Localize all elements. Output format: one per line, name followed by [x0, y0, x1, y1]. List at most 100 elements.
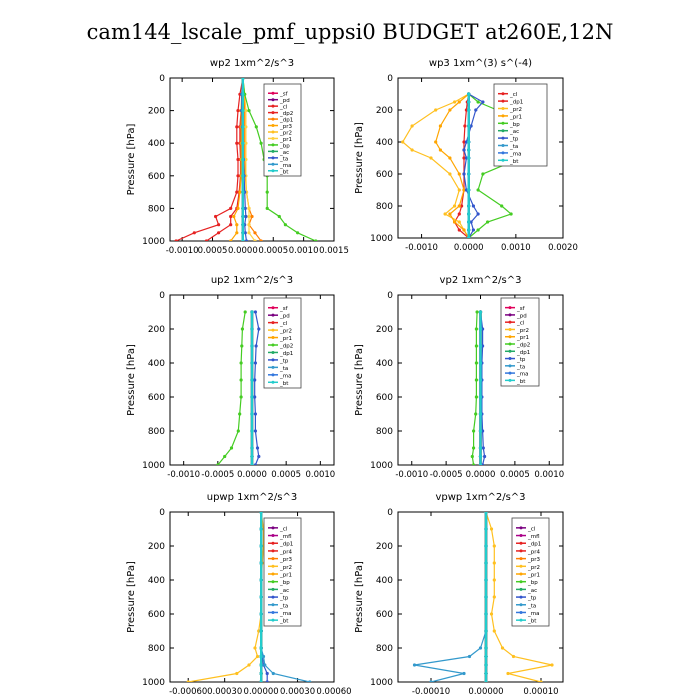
legend-marker: [271, 534, 275, 538]
y-tick-label: 1000: [370, 678, 393, 688]
data-point: [471, 204, 475, 208]
data-point: [250, 446, 254, 450]
data-point: [250, 395, 254, 399]
data-point: [259, 680, 263, 682]
series-group: [216, 310, 261, 465]
data-point: [476, 100, 480, 104]
series-line-pr2: [188, 512, 265, 682]
y-tick-label: 800: [148, 204, 165, 214]
y-tick-label: 200: [376, 325, 393, 335]
data-point: [476, 212, 480, 216]
data-point: [472, 446, 476, 450]
data-point: [457, 188, 461, 192]
chart-panel-1: wp2 1xm^2/s^3 Pressure [hPa] 0 200 400 600 800…: [126, 58, 349, 256]
legend-label: _ta: [509, 144, 518, 150]
data-point: [257, 454, 261, 459]
series-group: [186, 512, 312, 682]
legend-label: _ma: [279, 163, 291, 169]
chart-panel-6: vpwp 1xm^2/s^3 Pressure [hPa] 0 200 400 600 80…: [354, 492, 564, 697]
y-tick-label: 1000: [142, 678, 165, 688]
y-tick-label: 0: [159, 74, 165, 84]
data-point: [250, 412, 254, 416]
y-tick-label: 1000: [142, 237, 165, 247]
y-tick-label: 1000: [370, 234, 393, 244]
x-tick-label: -0.0010: [167, 470, 200, 480]
y-tick-label: 600: [148, 610, 165, 620]
legend-marker: [271, 306, 275, 310]
legend-label: _bp: [509, 122, 520, 128]
y-tick-label: 200: [376, 106, 393, 116]
legend-label: _bt: [509, 159, 519, 165]
legend-marker: [501, 136, 505, 140]
data-point: [471, 228, 475, 232]
data-point: [429, 680, 433, 682]
data-point: [271, 671, 275, 676]
data-point: [229, 223, 233, 227]
legend-label: _mfl: [279, 534, 292, 540]
data-point: [484, 663, 488, 667]
legend-label: _sf: [516, 306, 526, 312]
data-point: [253, 310, 257, 314]
data-point: [259, 512, 263, 514]
data-point: [253, 239, 257, 241]
data-point: [243, 231, 247, 235]
y-tick-label: 600: [376, 170, 393, 180]
legend-label: _pr3: [279, 124, 293, 130]
legend-label: _pd: [279, 314, 290, 320]
legend-marker: [271, 564, 275, 568]
data-point: [462, 140, 466, 144]
data-point: [462, 156, 466, 160]
y-axis-label: Pressure [hPa]: [126, 124, 137, 196]
legend-marker: [501, 99, 505, 103]
legend-label: _bp: [279, 143, 290, 149]
legend-marker: [271, 124, 275, 128]
data-point: [259, 629, 263, 633]
legend-label: _pr1: [516, 335, 529, 341]
legend-marker: [519, 526, 523, 530]
data-point: [235, 125, 239, 129]
legend-marker: [508, 349, 512, 353]
data-point: [453, 204, 457, 208]
data-point: [478, 361, 483, 365]
legend-label: _pr1: [527, 573, 540, 579]
legend-label: _pd: [279, 98, 290, 104]
data-point: [464, 156, 468, 160]
legend-marker: [271, 104, 275, 108]
data-point: [255, 446, 260, 450]
x-tick-label: -0.0010: [405, 243, 438, 253]
legend-marker: [271, 541, 275, 545]
x-tick-label: 0.0010: [501, 243, 531, 253]
legend: _cl _mfl _dp1_pr4 _pr3 _pr2 _pr1_bp _ac _tp_ta _…: [511, 517, 550, 627]
data-point: [240, 344, 244, 348]
x-tick-label: 0.0000: [454, 243, 484, 253]
plot-frame: [169, 77, 335, 242]
legend-label: _cl: [516, 321, 525, 327]
data-point: [469, 220, 473, 224]
data-point: [253, 463, 257, 465]
legend-label: _cl: [279, 526, 288, 532]
data-point: [457, 172, 461, 176]
data-point: [235, 190, 239, 194]
legend-marker: [271, 98, 275, 102]
data-point: [467, 92, 471, 96]
data-point: [467, 228, 471, 232]
data-point: [229, 214, 233, 219]
legend-label: _bt: [527, 619, 537, 625]
legend-marker: [271, 373, 275, 377]
data-point: [467, 156, 471, 160]
data-point: [253, 429, 257, 433]
legend-marker: [519, 618, 523, 622]
data-point: [476, 188, 480, 192]
data-point: [464, 140, 468, 144]
legend-label: _sf: [279, 92, 289, 98]
y-tick-label: 600: [376, 610, 393, 620]
data-point: [462, 228, 466, 232]
data-point: [489, 612, 494, 616]
data-point: [464, 188, 468, 192]
data-point: [236, 206, 240, 210]
data-point: [492, 595, 496, 599]
legend-marker: [508, 306, 512, 310]
chart-panel-4: vp2 1xm^2/s^3 Pressure [hPa] 0 200 400 600 800…: [354, 275, 564, 480]
legend-marker: [271, 595, 275, 599]
